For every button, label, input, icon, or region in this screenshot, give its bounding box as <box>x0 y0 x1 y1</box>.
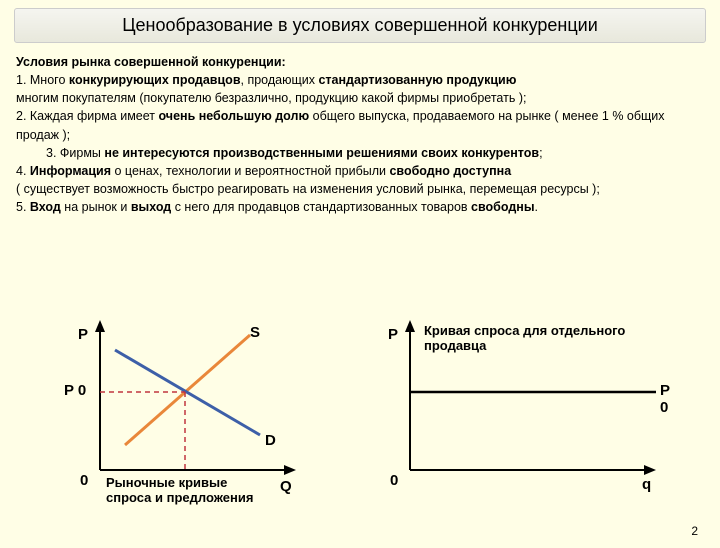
c4a: 4. <box>16 164 30 178</box>
c4b: Информация <box>30 164 111 178</box>
c5c: на рынок и <box>61 200 131 214</box>
charts-area: P S D P 0 0 Q Рыночные кривые спроса и п… <box>0 320 720 530</box>
left-zero-label: 0 <box>80 472 88 489</box>
seller-chart: P Кривая спроса для отдельного продавца … <box>380 320 680 520</box>
c2pad <box>16 146 46 160</box>
left-P0-label: P 0 <box>64 382 86 399</box>
c5g: . <box>535 200 538 214</box>
c2a: 2. Каждая фирма имеет <box>16 109 158 123</box>
right-P-label: P <box>388 326 398 343</box>
conditions-heading: Условия рынка совершенной конкуренции: <box>16 55 286 69</box>
left-Q-label: Q <box>280 478 292 495</box>
c5e: с него для продавцов стандартизованных т… <box>171 200 471 214</box>
right-zero-label: 0 <box>390 472 398 489</box>
c5d: выход <box>131 200 171 214</box>
c1d: стандартизованную продукцию <box>318 73 516 87</box>
c4d: свободно доступна <box>389 164 511 178</box>
c1b: конкурирующих продавцов <box>69 73 241 87</box>
left-S-label: S <box>250 324 260 341</box>
c5a: 5. <box>16 200 30 214</box>
c4c: о ценах, технологии и вероятностной приб… <box>111 164 389 178</box>
right-q-label: q <box>642 476 651 493</box>
right-chart-caption: Кривая спроса для отдельного продавца <box>424 324 654 354</box>
c1c: , продающих <box>241 73 319 87</box>
c3a: 3. Фирмы <box>46 146 104 160</box>
c5f: свободны <box>471 200 534 214</box>
left-P-label: P <box>78 326 88 343</box>
c1a: 1. Много <box>16 73 69 87</box>
c2b: очень небольшую долю <box>158 109 309 123</box>
c5b: Вход <box>30 200 61 214</box>
left-chart-caption: Рыночные кривые спроса и предложения <box>106 476 276 506</box>
c4e: ( существует возможность быстро реагиров… <box>16 182 600 196</box>
conditions-block: Условия рынка совершенной конкуренции: 1… <box>16 53 704 216</box>
page-number: 2 <box>691 524 698 538</box>
title-text: Ценообразование в условиях совершенной к… <box>122 15 598 35</box>
c3b: не интересуются производственными решени… <box>104 146 539 160</box>
c3c: ; <box>539 146 542 160</box>
page-title: Ценообразование в условиях совершенной к… <box>14 8 706 43</box>
market-chart: P S D P 0 0 Q Рыночные кривые спроса и п… <box>60 320 340 520</box>
c1e: многим покупателям (покупателю безразлич… <box>16 91 526 105</box>
left-D-label: D <box>265 432 276 449</box>
right-P0-label: P 0 <box>660 382 680 416</box>
